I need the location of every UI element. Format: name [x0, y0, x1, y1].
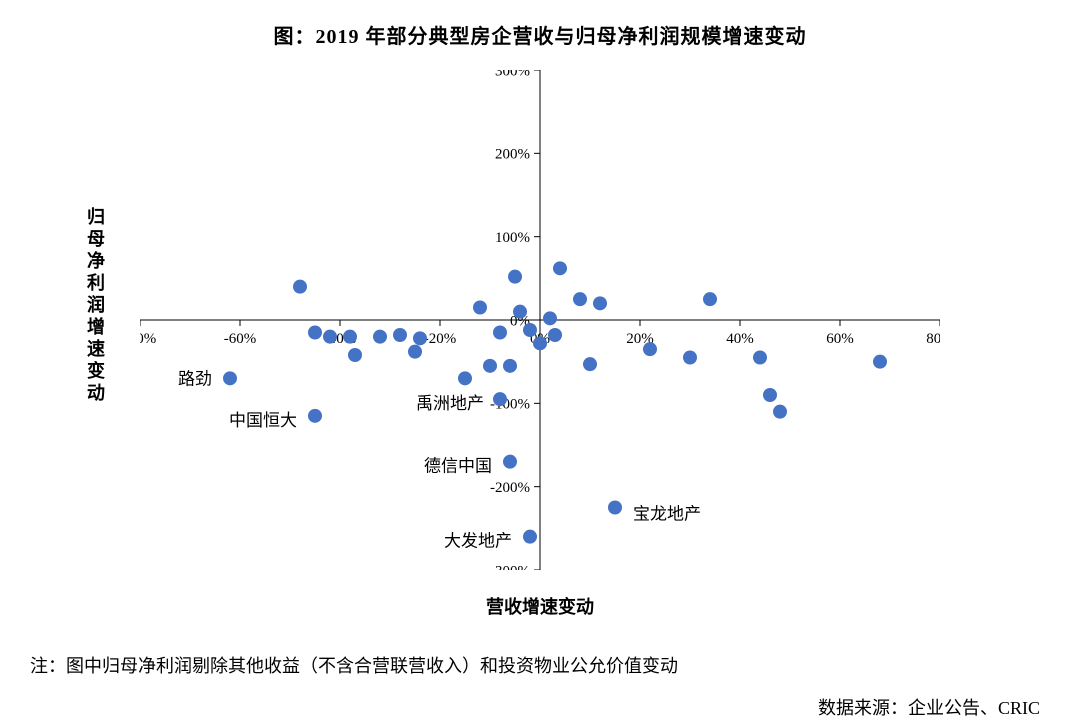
y-tick-label: -300% — [490, 563, 530, 570]
y-tick-label: 300% — [495, 70, 530, 79]
data-point-label: 宝龙地产 — [633, 504, 701, 523]
data-point — [503, 455, 517, 469]
y-tick-label: 200% — [495, 147, 530, 163]
data-point — [548, 328, 562, 342]
y-tick-label: -200% — [490, 480, 530, 496]
data-point-label: 大发地产 — [444, 532, 512, 551]
data-point — [308, 326, 322, 340]
y-tick-label: 100% — [495, 230, 530, 246]
chart-title: 图：2019 年部分典型房企营收与归母净利润规模增速变动 — [0, 20, 1080, 49]
x-tick-label: 80% — [926, 331, 940, 347]
data-point — [583, 357, 597, 371]
data-point — [523, 530, 537, 544]
data-point — [308, 409, 322, 423]
data-point — [348, 348, 362, 362]
data-point — [703, 292, 717, 306]
data-point — [473, 301, 487, 315]
data-point — [643, 342, 657, 356]
data-point — [483, 359, 497, 373]
data-point — [573, 292, 587, 306]
data-point — [373, 330, 387, 344]
data-point-label: 中国恒大 — [229, 411, 297, 430]
data-point-label: 路劲 — [178, 369, 212, 388]
data-point — [543, 311, 557, 325]
data-point — [533, 336, 547, 350]
x-tick-label: 60% — [826, 331, 854, 347]
data-point — [683, 351, 697, 365]
scatter-chart: -80%-60%-40%-20%0%20%40%60%80%-300%-200%… — [140, 70, 940, 570]
y-axis-label: 归母净利润增速变动 — [86, 206, 106, 404]
data-point — [773, 405, 787, 419]
data-point-label: 禹洲地产 — [416, 394, 484, 413]
footnote-text: 注：图中归母净利润剔除其他收益（不含合营联营收入）和投资物业公允价值变动 — [30, 652, 678, 678]
x-tick-label: -60% — [224, 331, 257, 347]
x-tick-label: 40% — [726, 331, 754, 347]
data-point — [293, 280, 307, 294]
data-point — [513, 305, 527, 319]
data-point — [458, 371, 472, 385]
data-point — [493, 392, 507, 406]
data-point — [503, 359, 517, 373]
source-text: 数据来源：企业公告、CRIC — [818, 694, 1040, 720]
data-point — [753, 351, 767, 365]
data-point — [493, 326, 507, 340]
data-point — [763, 388, 777, 402]
data-point — [608, 501, 622, 515]
data-point — [553, 261, 567, 275]
page-root: 图：2019 年部分典型房企营收与归母净利润规模增速变动 归母净利润增速变动 -… — [0, 0, 1080, 723]
data-point — [408, 345, 422, 359]
data-point — [523, 323, 537, 337]
data-point — [343, 330, 357, 344]
x-tick-label: -20% — [424, 331, 457, 347]
data-point — [223, 371, 237, 385]
data-point — [873, 355, 887, 369]
data-point — [508, 270, 522, 284]
data-point-label: 德信中国 — [424, 457, 492, 476]
x-tick-label: -80% — [140, 331, 156, 347]
data-point — [593, 296, 607, 310]
data-point — [393, 328, 407, 342]
data-point — [323, 330, 337, 344]
data-point — [413, 331, 427, 345]
x-axis-label: 营收增速变动 — [0, 593, 1080, 619]
